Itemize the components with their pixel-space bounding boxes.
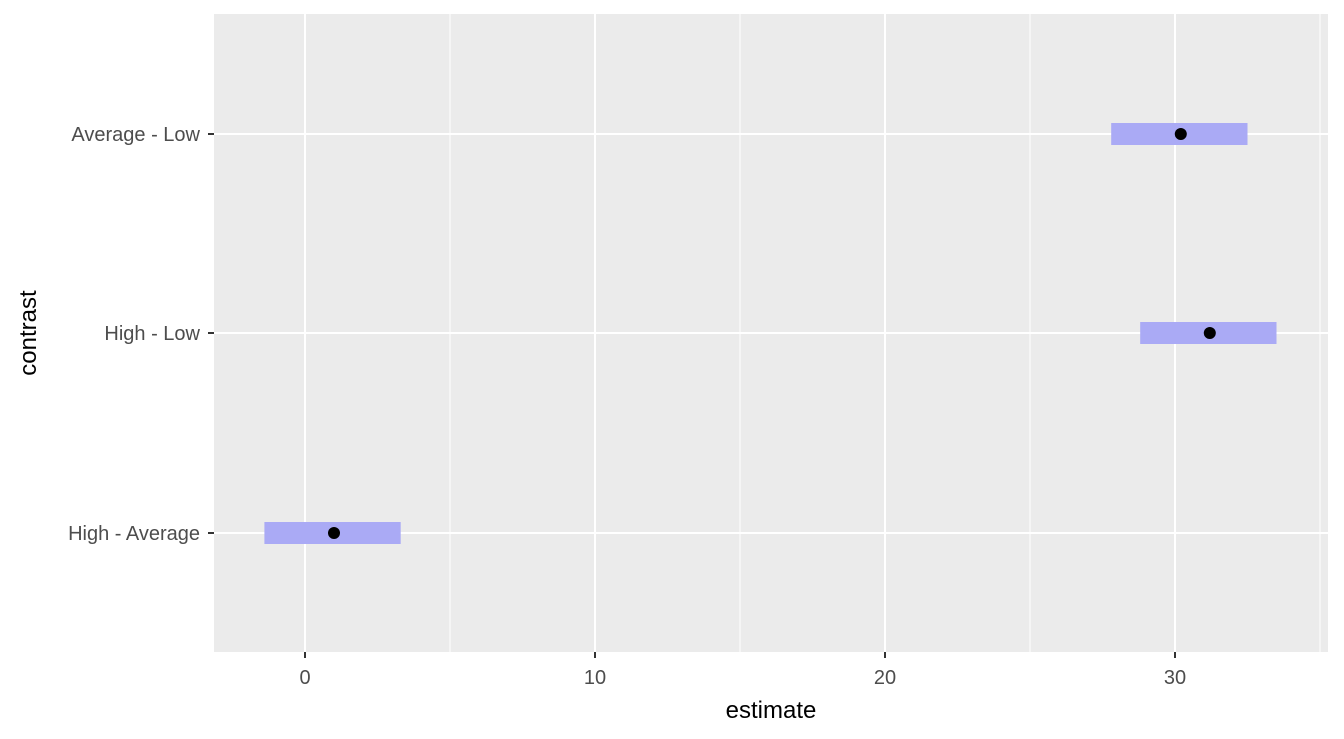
x-tick-label: 10 xyxy=(584,667,606,689)
x-tick-label: 0 xyxy=(299,667,310,689)
x-axis-title: estimate xyxy=(726,697,817,724)
y-axis: High - Average High - Low Average - Low xyxy=(68,124,214,545)
estimate-point xyxy=(1174,128,1187,140)
x-axis: 0 10 20 30 xyxy=(299,652,1186,689)
x-tick-label: 30 xyxy=(1164,667,1186,689)
y-tick-label: Average - Low xyxy=(71,124,200,146)
y-axis-title: contrast xyxy=(15,290,42,376)
y-tick-label: High - Average xyxy=(68,523,200,545)
points xyxy=(328,128,1216,539)
y-tick-label: High - Low xyxy=(104,323,200,345)
estimate-point xyxy=(328,527,340,539)
estimate-point xyxy=(1203,327,1216,339)
x-tick-label: 20 xyxy=(874,667,896,689)
